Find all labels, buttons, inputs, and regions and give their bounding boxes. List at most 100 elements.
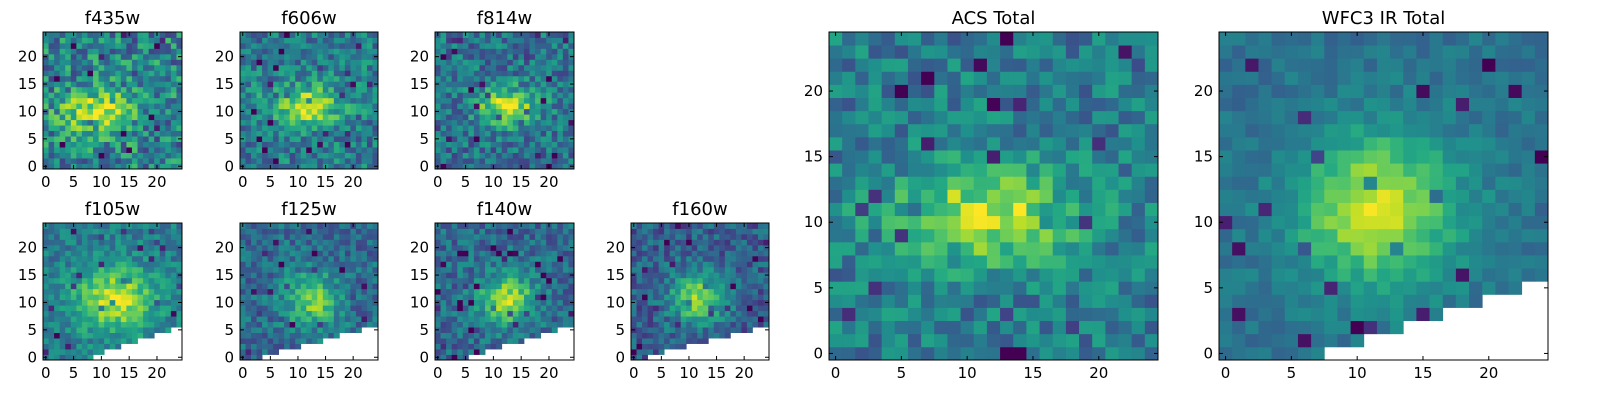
heatmap-cell: [154, 158, 161, 164]
heatmap-cell: [512, 255, 519, 262]
heatmap-cell: [1079, 123, 1093, 138]
heatmap-cell: [518, 92, 525, 99]
heatmap-cell: [724, 266, 731, 273]
heatmap-cell: [496, 158, 503, 164]
heatmap-cell: [366, 103, 373, 110]
heatmap-cell: [372, 294, 379, 301]
heatmap-cell: [339, 277, 346, 284]
heatmap-cell: [440, 310, 447, 317]
heatmap-cell: [120, 244, 127, 251]
heatmap-cell: [669, 223, 676, 229]
heatmap-cell: [746, 228, 753, 235]
heatmap-cell: [148, 266, 155, 273]
heatmap-cell: [273, 32, 280, 38]
heatmap-cell: [557, 321, 564, 328]
heatmap-cell: [529, 233, 536, 240]
heatmap-cell: [306, 64, 313, 71]
heatmap-cell: [642, 250, 648, 257]
heatmap-cell: [170, 294, 177, 301]
heatmap-cell: [529, 310, 536, 317]
heatmap-cell: [43, 266, 49, 273]
heatmap-cell: [143, 310, 150, 317]
heatmap-cell: [757, 239, 764, 246]
x-tick-label: 0: [238, 364, 248, 382]
heatmap-cell: [457, 75, 464, 82]
heatmap-cell: [757, 266, 764, 273]
heatmap-cell: [267, 250, 274, 257]
heatmap-cell: [70, 92, 77, 99]
heatmap-cell: [137, 233, 144, 240]
heatmap-cell: [921, 32, 935, 46]
heatmap-cell: [735, 299, 742, 306]
heatmap-cell: [137, 223, 144, 229]
heatmap-cell: [557, 92, 564, 99]
heatmap-cell: [361, 48, 368, 55]
heatmap-cell: [680, 250, 687, 257]
heatmap-cell: [535, 103, 542, 110]
heatmap-cell: [366, 266, 373, 273]
heatmap-cell: [251, 327, 257, 333]
heatmap-cell: [446, 42, 453, 49]
axes-frame: [630, 222, 770, 361]
heatmap-cell: [473, 349, 480, 355]
heatmap-cell: [251, 86, 257, 93]
heatmap-cell: [636, 244, 643, 251]
heatmap-cell: [1052, 307, 1067, 322]
heatmap-cell: [317, 141, 324, 148]
heatmap-cell: [170, 64, 177, 71]
heatmap-cell: [120, 158, 127, 164]
heatmap-cell: [104, 130, 111, 137]
heatmap-cell: [535, 48, 542, 55]
heatmap-cell: [262, 103, 268, 110]
heatmap-cell: [1026, 123, 1040, 138]
heatmap-cell: [719, 310, 726, 317]
heatmap-cell: [973, 307, 988, 322]
heatmap-cell: [680, 338, 687, 344]
heatmap-cell: [251, 59, 257, 66]
heatmap-cell: [735, 261, 742, 268]
heatmap-cell: [490, 141, 497, 148]
heatmap-cell: [473, 239, 480, 246]
heatmap-cell: [245, 310, 252, 317]
heatmap-cell: [295, 277, 302, 284]
heatmap-cell: [366, 64, 373, 71]
heatmap-cell: [70, 42, 77, 49]
heatmap-cell: [490, 114, 497, 121]
heatmap-cell: [535, 327, 542, 333]
heatmap-cell: [468, 233, 475, 240]
heatmap-cell: [170, 250, 177, 257]
heatmap-cell: [669, 239, 676, 246]
heatmap-cell: [284, 338, 291, 344]
heatmap-cell: [104, 294, 111, 301]
heatmap-cell: [328, 59, 335, 66]
heatmap-cell: [300, 272, 307, 279]
heatmap-cell: [87, 125, 94, 132]
heatmap-cell: [479, 288, 486, 295]
heatmap-cell: [535, 147, 542, 153]
heatmap-cell: [934, 241, 948, 256]
heatmap-cell: [48, 250, 55, 257]
heatmap-cell: [457, 299, 464, 306]
heatmap-cell: [986, 346, 1001, 361]
heatmap-cell: [70, 147, 77, 153]
heatmap-cell: [735, 277, 742, 284]
heatmap-cell: [535, 310, 542, 317]
heatmap-cell: [757, 255, 764, 262]
heatmap-cell: [256, 152, 263, 159]
heatmap-cell: [947, 333, 961, 348]
heatmap-cell: [322, 114, 329, 121]
heatmap-cell: [986, 32, 1001, 46]
heatmap-cell: [344, 81, 351, 88]
heatmap-cell: [355, 125, 362, 132]
heatmap-cell: [339, 114, 346, 121]
heatmap-cell: [43, 152, 49, 159]
heatmap-cell: [170, 321, 177, 328]
heatmap-cell: [104, 343, 111, 350]
heatmap-cell: [746, 294, 753, 301]
heatmap-cell: [468, 75, 475, 82]
heatmap-cell: [333, 244, 340, 251]
heatmap-cell: [960, 150, 975, 164]
heatmap-cell: [98, 48, 105, 55]
heatmap-cell: [361, 239, 368, 246]
heatmap-cell: [159, 64, 166, 71]
